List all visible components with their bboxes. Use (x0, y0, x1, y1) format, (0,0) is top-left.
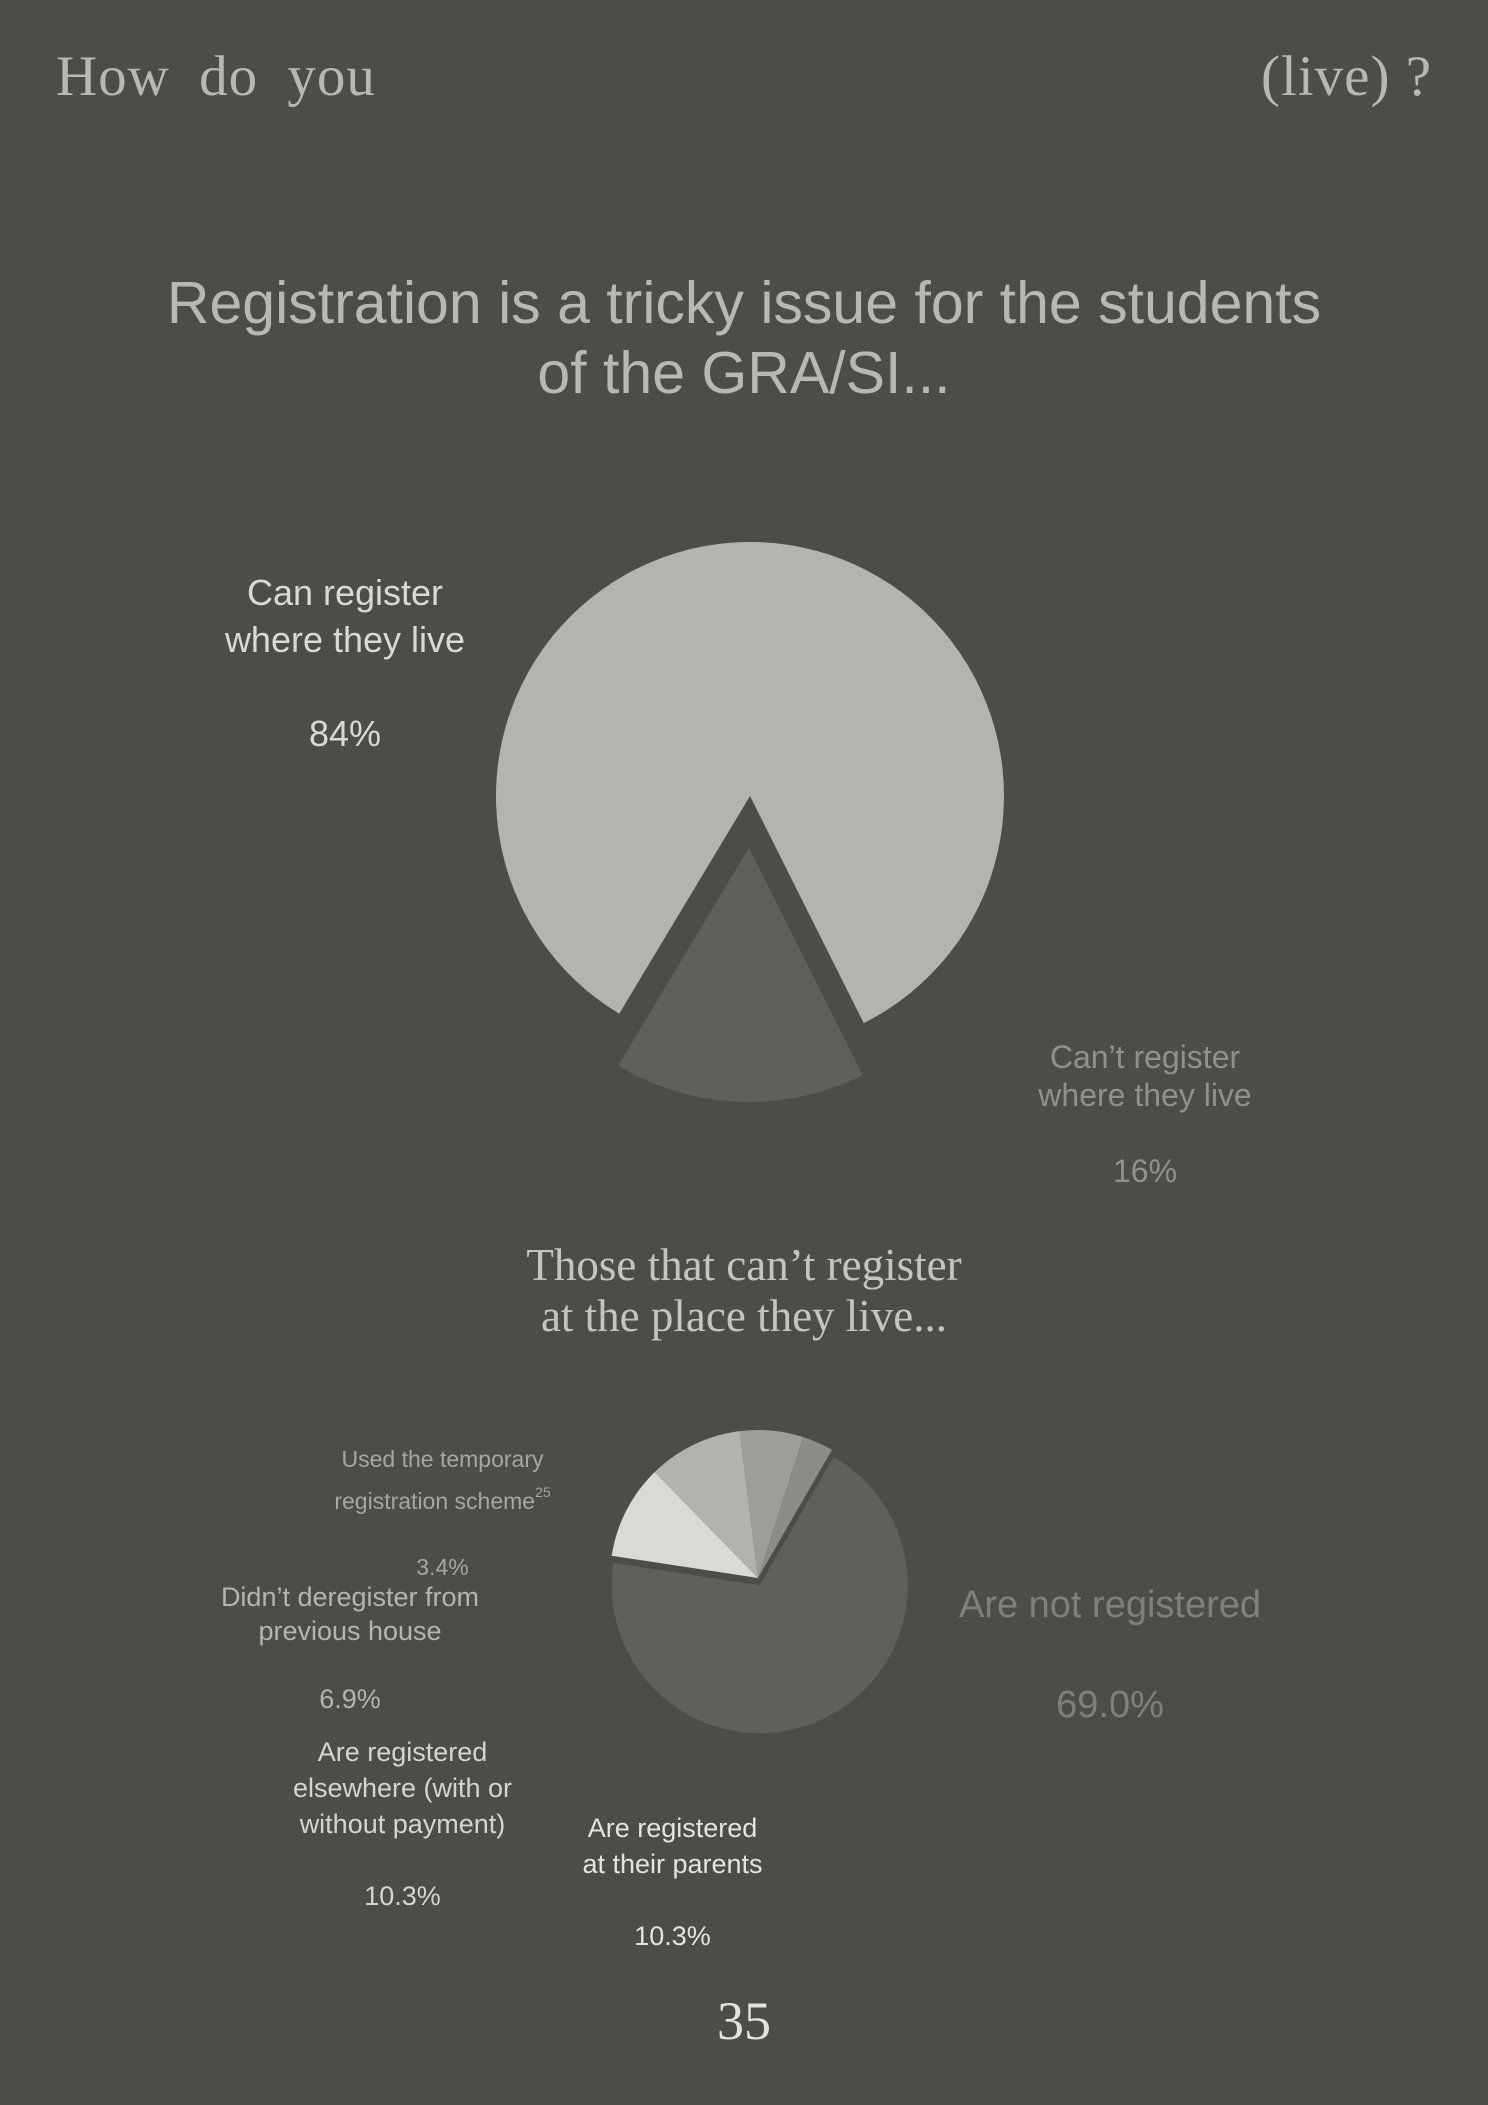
footnote-marker: 25 (535, 1484, 551, 1500)
pie2-slice-2 (654, 1431, 758, 1578)
pie2-slice-4 (758, 1437, 832, 1578)
pie1-label-can-register-value: 84% (308, 713, 382, 754)
pie2-label-not-registered-value: 69.0% (1056, 1684, 1164, 1726)
pie2-label-at-parents-value: 10.3% (634, 1921, 711, 1951)
pie2-label-elsewhere-value: 10.3% (364, 1881, 441, 1911)
pie2-label-didnt-deregister: Didn’t deregister from previous house 6.… (200, 1546, 500, 1716)
pie2-label-at-parents: Are registered at their parents 10.3% (560, 1774, 785, 1954)
pie2-slice-0 (611, 1457, 908, 1734)
pie1-label-cant-register-text: Can’t register where they live (1038, 1039, 1252, 1113)
header-left: How do you (56, 45, 376, 108)
page-number: 35 (717, 1991, 771, 2051)
pie2-label-didnt-deregister-text: Didn’t deregister from previous house (220, 1582, 480, 1646)
pie1-label-cant-register-value: 16% (1112, 1153, 1178, 1189)
header-right: (live) ? (1261, 45, 1432, 108)
pie2-label-elsewhere-text: Are registered elsewhere (with or withou… (292, 1737, 513, 1839)
pie1-label-cant-register: Can’t register where they live 16% (1000, 1000, 1290, 1190)
pie2-slice-1 (611, 1471, 758, 1578)
pie2-label-not-registered: Are not registered 69.0% (925, 1530, 1295, 1730)
second-chart-title: Those that can’t register at the place t… (526, 1240, 962, 1341)
pie2-label-didnt-deregister-value: 6.9% (319, 1684, 381, 1714)
pie1-label-can-register-text: Can register where they live (224, 572, 466, 660)
pie2-label-elsewhere: Are registered elsewhere (with or withou… (265, 1698, 540, 1914)
chart-title: Registration is a tricky issue for the s… (166, 270, 1322, 406)
pie2-label-not-registered-text: Are not registered (958, 1584, 1262, 1626)
pie2-label-at-parents-text: Are registered at their parents (582, 1813, 763, 1879)
pie2-slice-3 (739, 1430, 804, 1578)
pie1-slice-0 (495, 542, 1004, 1024)
pie2-label-temporary-scheme-value: 3.4% (416, 1554, 469, 1580)
pie1-label-can-register: Can register where they live 84% (180, 522, 510, 757)
pie2-label-temporary-scheme: Used the temporary registration scheme25… (300, 1410, 585, 1584)
pie1-slice-1 (618, 847, 863, 1102)
pie2-label-temporary-scheme-text: Used the temporary registration scheme (334, 1446, 544, 1514)
